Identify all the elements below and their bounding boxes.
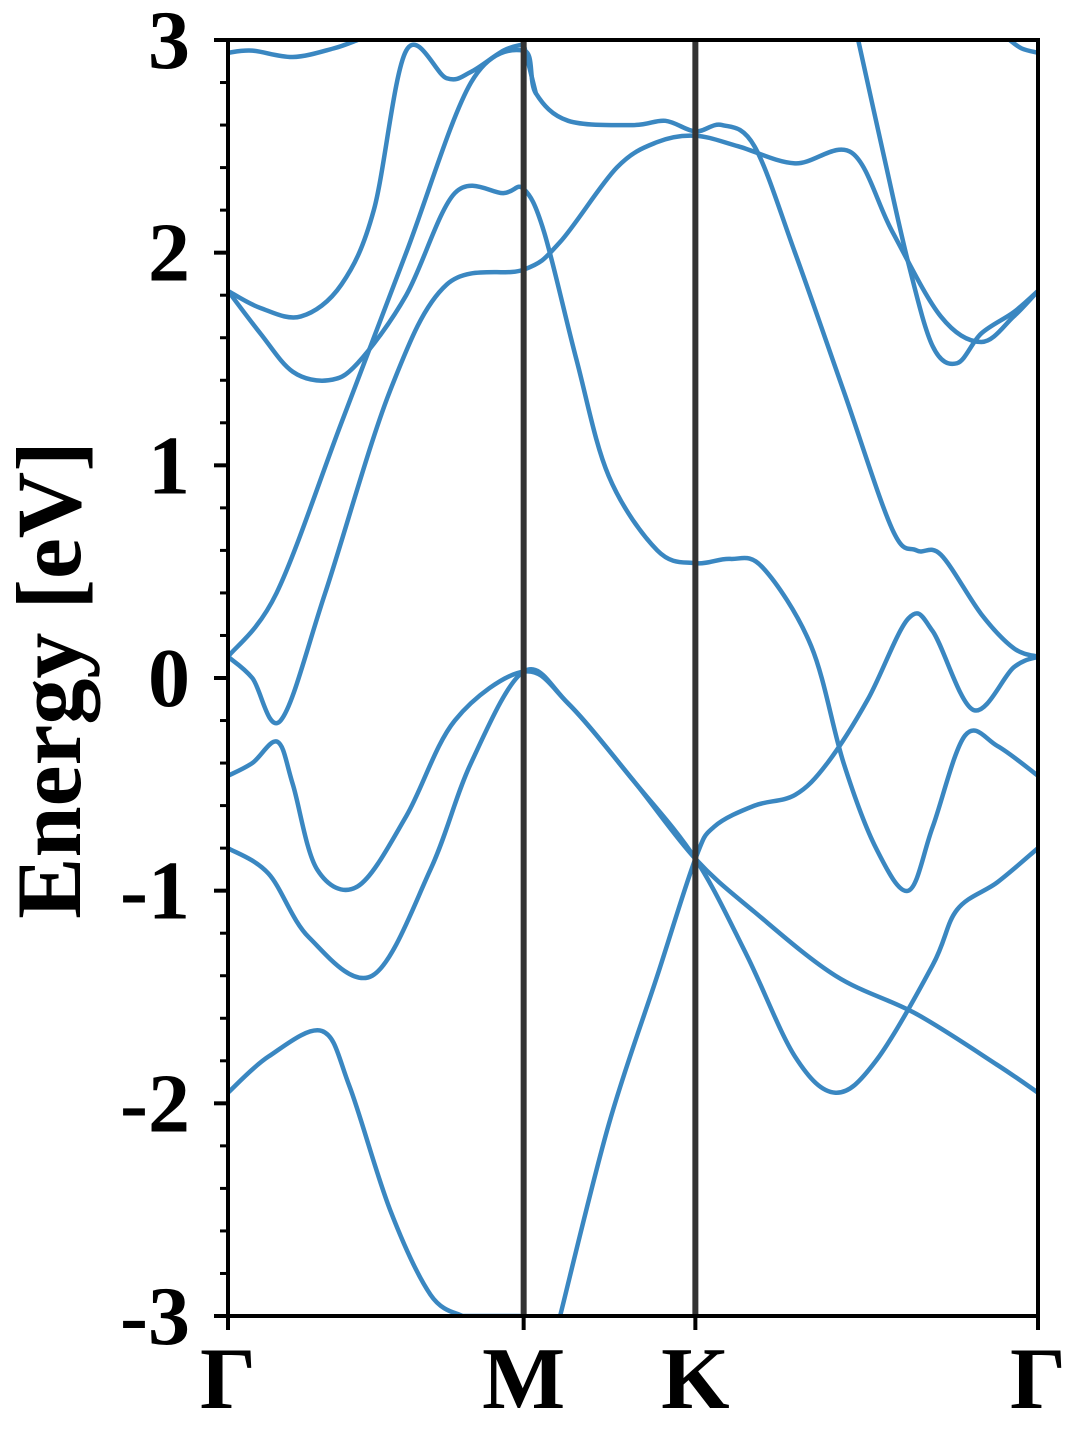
y-tick-label: -1 xyxy=(120,845,190,938)
x-tick-label: K xyxy=(661,1331,729,1428)
band-line-11 xyxy=(557,611,1038,1316)
band-line-6 xyxy=(228,183,1038,893)
band-line-1 xyxy=(228,1028,465,1316)
band-line-3 xyxy=(228,669,1038,1095)
x-tick-label: M xyxy=(482,1331,565,1428)
band-line-9 xyxy=(228,40,360,60)
y-tick-label: -3 xyxy=(120,1270,190,1363)
band-line-5 xyxy=(228,47,1038,659)
band-line-4 xyxy=(228,133,1038,726)
major-ticks xyxy=(214,38,1040,1330)
y-axis-label: Energy [eV] xyxy=(0,441,100,919)
high-symmetry-lines xyxy=(520,40,699,1316)
x-tick-label: Γ xyxy=(200,1331,256,1428)
y-tick-label: 2 xyxy=(148,207,190,300)
x-tick-label: Γ xyxy=(1010,1331,1066,1428)
y-tick-label: 3 xyxy=(148,0,190,87)
y-tick-label: 0 xyxy=(148,632,190,725)
band-line-7 xyxy=(228,42,526,320)
band-line-12 xyxy=(855,40,1038,367)
plot-frame xyxy=(226,38,1040,1318)
y-tick-labels: -3 -2 -1 0 1 2 3 xyxy=(120,0,190,1363)
band-lines xyxy=(228,40,1038,1316)
band-line-13 xyxy=(1007,40,1038,56)
y-tick-label: -2 xyxy=(120,1057,190,1150)
y-tick-label: 1 xyxy=(148,419,190,512)
